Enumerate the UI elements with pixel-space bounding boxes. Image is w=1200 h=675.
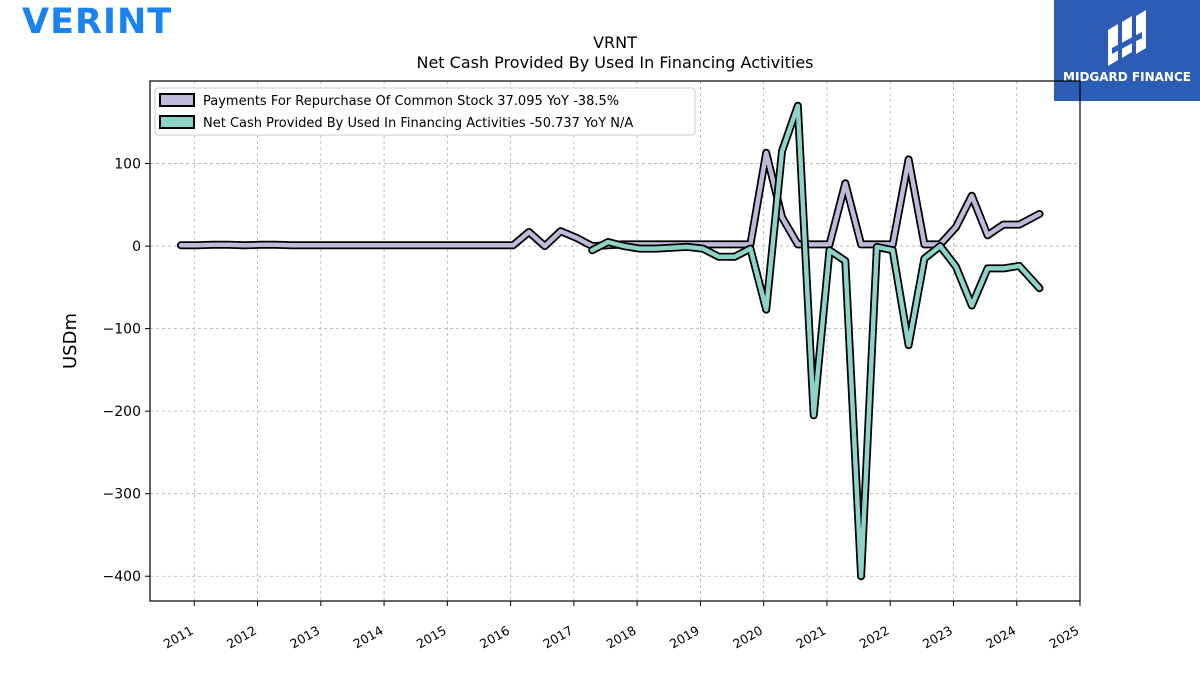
x-tick-label: 2024 [983,623,1018,652]
legend-swatch-financing [159,115,195,129]
midgard-finance-badge: MIDGARD FINANCE [1054,0,1200,101]
y-tick-label: 0 [132,239,141,255]
y-tick-label: −100 [103,322,141,338]
verint-logo: VERINT [22,2,173,42]
legend-label-repurchase: Payments For Repurchase Of Common Stock … [203,94,619,109]
legend: Payments For Repurchase Of Common Stock … [154,87,696,136]
x-tick-label: 2023 [920,623,955,652]
x-tick-label: 2019 [667,623,702,652]
x-tick-label: 2022 [857,623,892,652]
y-axis-label: USDm [60,313,81,369]
x-tick-label: 2014 [351,623,386,652]
x-tick-label: 2025 [1046,623,1081,652]
midgard-brand-name: MIDGARD FINANCE [1063,70,1191,84]
y-tick-label: −400 [103,569,141,585]
y-tick-label: −300 [103,487,141,503]
x-tick-label: 2018 [604,623,639,652]
plot-frame [149,80,1081,602]
chart-title: VRNT [593,33,637,52]
x-tick-label: 2011 [161,623,196,652]
x-tick-label: 2017 [540,623,575,652]
x-tick-label: 2021 [793,623,828,652]
x-tick-label: 2015 [414,623,449,652]
midgard-logo-icon [1108,10,1146,66]
series-line [589,103,1042,579]
x-tick-label: 2012 [224,623,259,652]
series-line-outline [588,101,1044,581]
chart-subtitle: Net Cash Provided By Used In Financing A… [416,53,813,72]
series-line [178,150,1042,249]
x-tick-label: 2013 [287,623,322,652]
series-1 [588,101,1044,581]
y-tick-label: −200 [103,404,141,420]
x-tick-label: 2020 [730,623,765,652]
legend-label-financing: Net Cash Provided By Used In Financing A… [203,116,633,131]
x-tick-label: 2016 [477,623,512,652]
series-layer [177,101,1044,581]
legend-box [154,87,696,136]
legend-swatch-repurchase [159,93,195,107]
grid-lines [150,81,1081,601]
axis-ticks: 100 0 −100 −200 −300 −400 2011 2012 2013 2014 2015… [103,157,1082,652]
y-tick-label: 100 [114,157,141,173]
series-0 [177,148,1044,251]
